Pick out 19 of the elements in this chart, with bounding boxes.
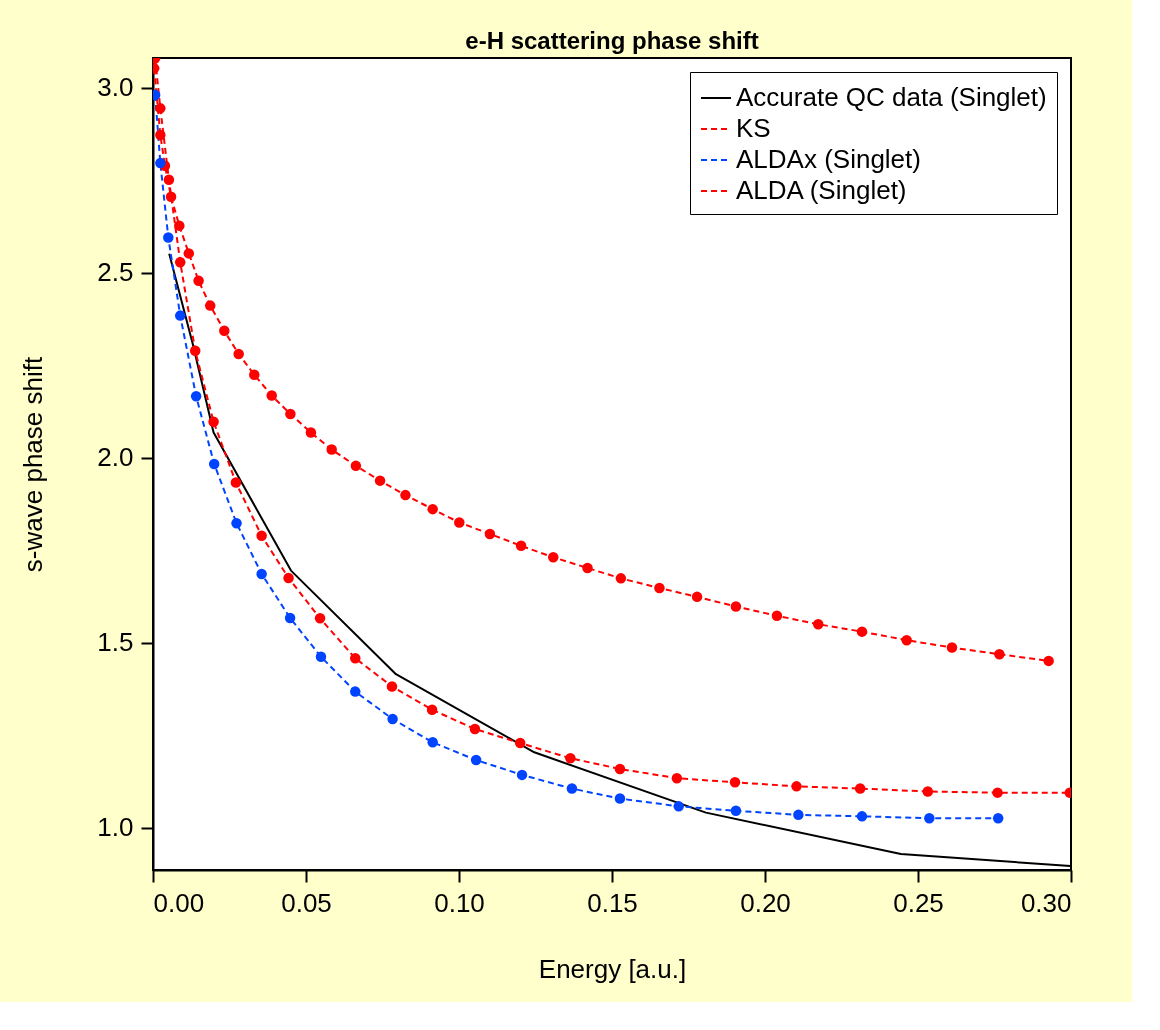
- y-tick-label: 3.0: [97, 72, 134, 103]
- x-tick-label: 0.10: [434, 887, 485, 918]
- legend-label: ALDAx (Singlet): [736, 144, 921, 174]
- x-tick-label: 0.30: [1020, 887, 1072, 918]
- y-tick-label: 2.5: [97, 257, 134, 288]
- x-tick-label: 0.25: [893, 887, 944, 918]
- legend-label: Accurate QC data (Singlet): [736, 82, 1047, 112]
- y-tick-label: 2.0: [97, 442, 134, 473]
- x-tick-label: 0.15: [587, 887, 638, 918]
- y-tick-label: 1.0: [97, 812, 134, 843]
- y-axis-title: s-wave phase shift: [18, 356, 49, 573]
- x-axis-title: Energy [a.u.]: [538, 953, 687, 984]
- x-tick-label: 0.20: [740, 887, 791, 918]
- y-tick-label: 1.5: [97, 627, 134, 658]
- legend-label: ALDA (Singlet): [736, 175, 907, 205]
- chart-title: e-H scattering phase shift: [465, 27, 759, 54]
- x-tick-label: 0.05: [281, 887, 332, 918]
- x-tick-label: 0.00: [153, 887, 205, 918]
- legend-label: KS: [736, 113, 771, 143]
